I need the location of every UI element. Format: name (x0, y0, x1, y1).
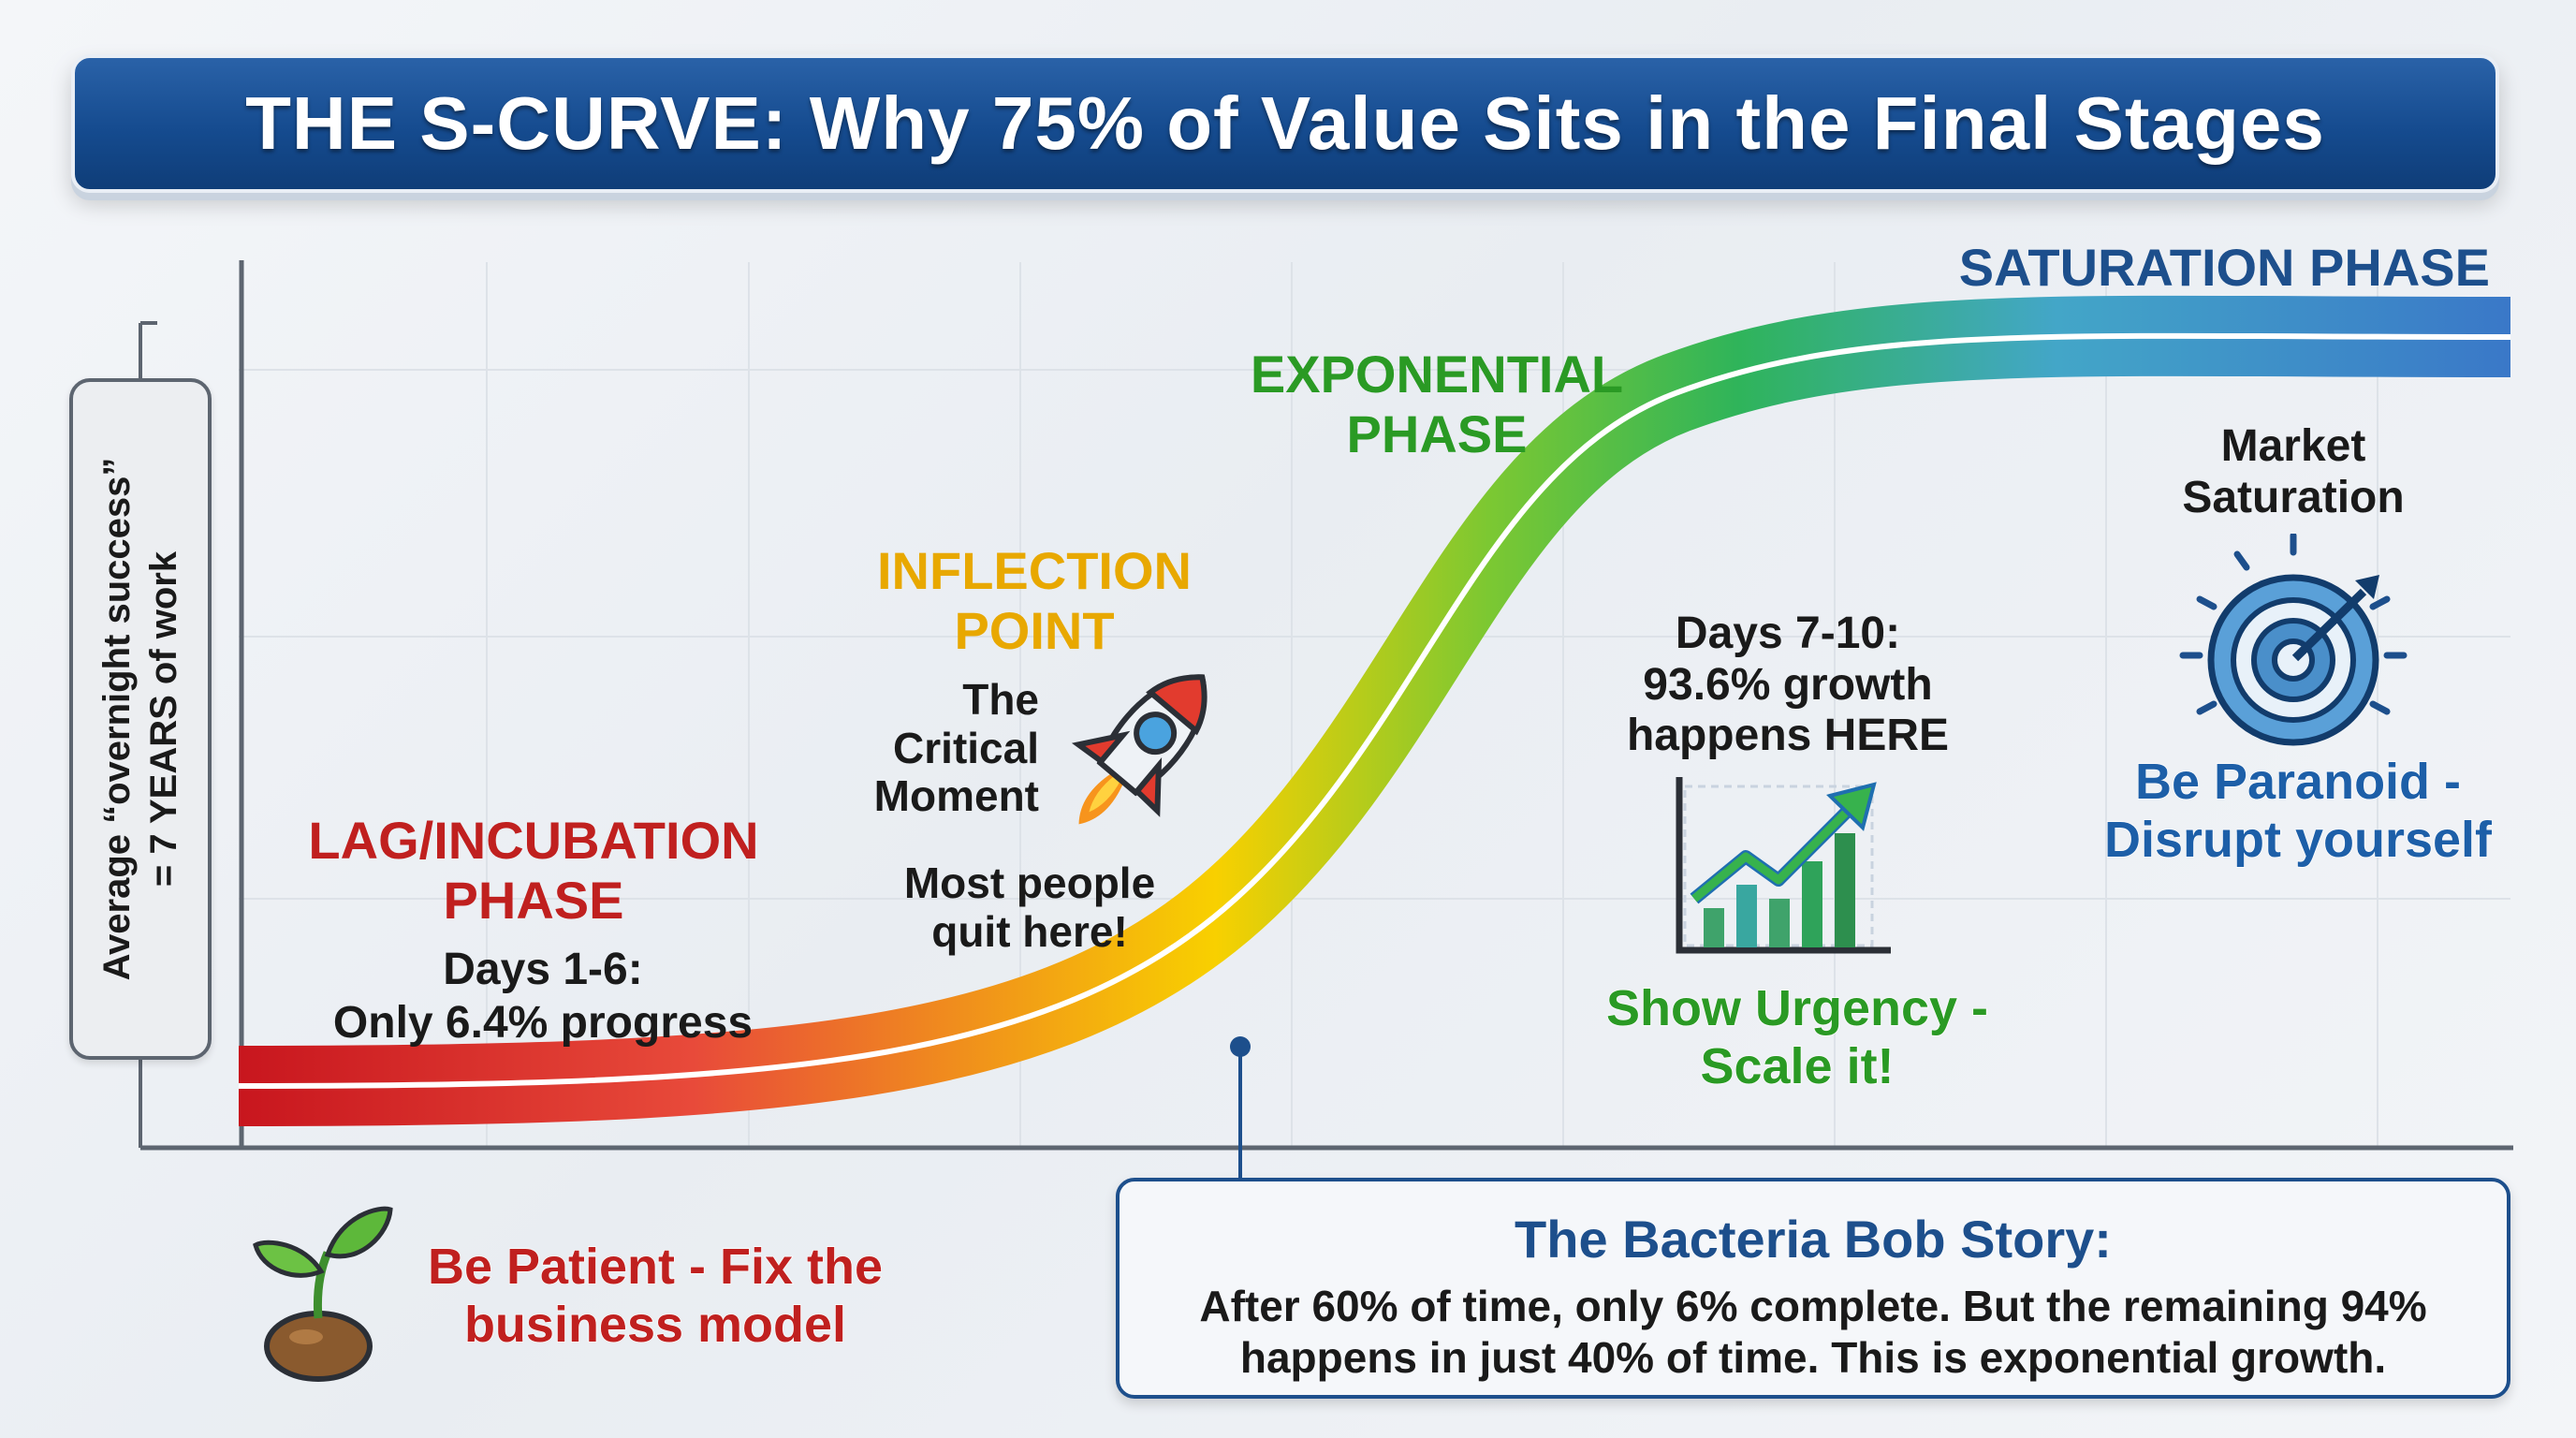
rocket-icon (1071, 674, 1208, 825)
y-axis-note-line1: Average “overnight success” (96, 457, 138, 981)
saturation-advice: Be Paranoid - Disrupt yourself (2103, 753, 2493, 869)
lag-phase-label: LAG/INCUBATION PHASE (308, 811, 759, 931)
page-title: THE S-CURVE: Why 75% of Value Sits in th… (245, 81, 2325, 165)
inflection-point-label: INFLECTION POINT (877, 541, 1192, 661)
exponential-detail: Days 7-10: 93.6% growth happens HERE (1626, 609, 1950, 761)
story-title: The Bacteria Bob Story: (1515, 1210, 2112, 1269)
lag-detail: Days 1-6: Only 6.4% progress (332, 945, 754, 1048)
critical-moment-text: The Critical Moment (873, 675, 1039, 821)
growth-chart-icon (1676, 777, 1891, 954)
seedling-icon (253, 1206, 393, 1382)
y-axis-note: Average “overnight success” = 7 YEARS of… (69, 378, 212, 1060)
saturation-phase-label: SATURATION PHASE (1958, 238, 2490, 297)
exponential-advice: Show Urgency - Scale it! (1605, 979, 1989, 1095)
quit-here-text: Most people quit here! (903, 858, 1156, 956)
story-body: After 60% of time, only 6% complete. But… (1199, 1282, 2427, 1383)
exponential-phase-label: EXPONENTIAL PHASE (1250, 345, 1624, 464)
bacteria-bob-story-box: The Bacteria Bob Story: After 60% of tim… (1116, 1178, 2510, 1399)
target-icon (2179, 534, 2408, 746)
title-banner: THE S-CURVE: Why 75% of Value Sits in th… (71, 54, 2499, 193)
y-axis-note-line2: = 7 YEARS of work (143, 550, 184, 888)
s-curve-highlight (238, 332, 2511, 1089)
market-saturation-text: Market Saturation (2182, 421, 2405, 522)
lag-advice: Be Patient - Fix the business model (427, 1238, 884, 1354)
inflection-marker (1230, 1036, 1251, 1057)
